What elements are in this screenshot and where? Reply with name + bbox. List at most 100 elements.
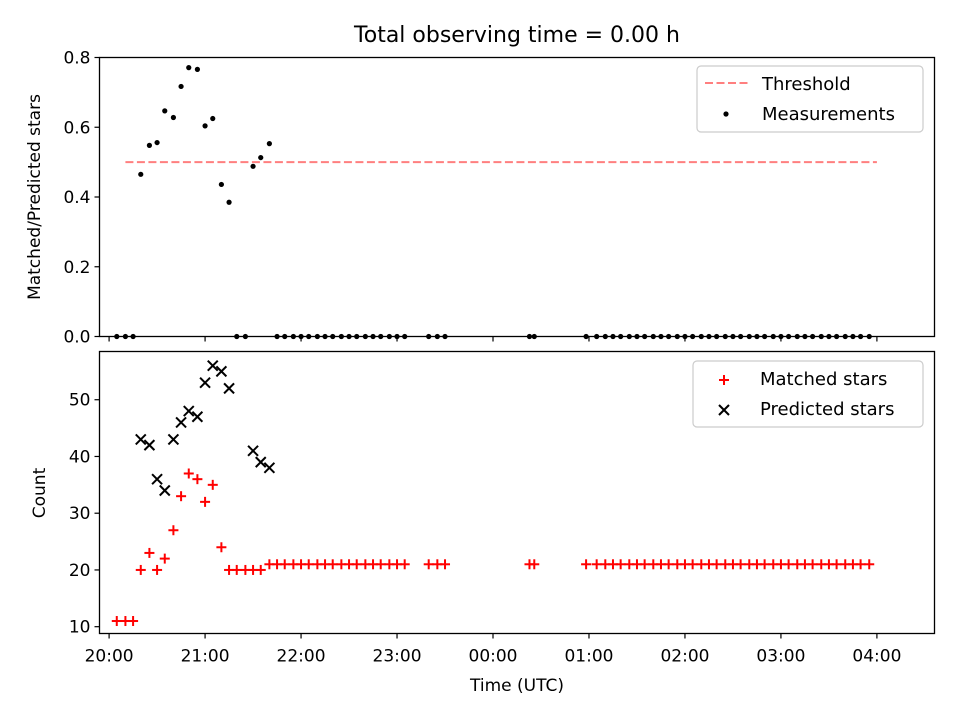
ratio-y-axis-label: Matched/Predicted stars [25,94,45,300]
matched-star-point [615,559,626,570]
count-y-tick-label: 20 [69,561,91,581]
predicted-star-point [223,382,235,395]
measurement-point [186,65,192,71]
matched-star-point [639,559,650,570]
x-tick-label: 22:00 [277,647,326,667]
legend-threshold-label: Threshold [761,74,851,95]
x-tick-label: 00:00 [469,647,518,667]
measurement-point [170,114,177,121]
x-tick-label: 20:00 [85,647,134,667]
legend-measurements-label: Measurements [762,104,895,125]
matched-star-point [663,559,674,570]
matched-star-point [128,616,139,627]
x-axis-label: Time (UTC) [469,676,564,696]
matched-star-point [375,559,386,570]
matched-star-point [111,616,122,627]
predicted-star-point [263,462,276,474]
matched-star-point [783,559,794,570]
matched-star-point [687,559,698,570]
predicted-star-point [143,439,156,451]
matched-star-point [176,491,187,502]
matched-star-point [168,525,179,536]
count-panel: 10 20 30 40 50 20:00 21:00 22:00 23:00 00:00 01:0… [30,336,936,696]
count-y-tick-label: 50 [69,391,91,411]
ratio-y-tick-label: 0.0 [63,328,90,348]
matched-star-point [831,559,842,570]
count-y-tick-label: 30 [69,504,91,524]
matched-star-point [807,559,818,570]
predicted-star-point [247,445,259,457]
legend-matched-label: Matched stars [760,369,887,390]
predicted-star-point [199,377,211,389]
matched-star-point [159,553,170,564]
ratio-legend: Threshold Measurements [696,65,924,133]
matched-star-point [591,559,602,570]
predicted-star-point [135,433,147,446]
matched-star-point [864,559,875,570]
legend-measurements-dot-icon [723,111,729,117]
matched-star-point [735,559,746,570]
measurement-point [266,141,272,147]
predicted-star-point [159,484,171,497]
matched-star-point [216,542,227,553]
matched-star-point [255,564,266,575]
measurement-point [154,139,160,146]
measurement-point [226,199,232,205]
x-tick-label: 03:00 [756,647,805,667]
predicted-star-point [167,433,180,446]
x-tick-label: 01:00 [564,647,613,667]
measurement-point [258,154,264,161]
matched-star-point [183,468,194,479]
matched-star-point [192,474,203,485]
measurement-point [162,108,168,114]
count-y-tick-label: 40 [69,447,91,467]
x-tick-label: 04:00 [852,647,901,667]
matched-star-point [399,559,410,570]
matched-star-point [135,564,146,575]
measurement-point [202,123,208,129]
matched-star-point [327,559,338,570]
matched-star-point [440,559,451,570]
matched-star-point [423,559,434,570]
matched-star-point [200,496,211,507]
predicted-star-point [207,359,219,372]
x-tick-label: 02:00 [660,647,709,667]
matched-star-point [759,559,770,570]
measurement-point [194,66,200,72]
measurement-point [138,171,144,177]
x-tick-label: 23:00 [373,647,422,667]
ratio-panel: 0.00.20.40.60.8 Matched/Predicted stars … [25,49,936,348]
count-legend: Matched stars Predicted stars [692,360,924,428]
count-y-axis-label: Count [30,467,50,518]
figure-title: Total observing time = 0.00 h [353,23,680,48]
matched-star-point [144,547,155,558]
predicted-star-point [183,405,195,417]
matched-star-point [231,564,242,575]
count-y-tick-label: 10 [69,618,91,638]
predicted-star-point [191,411,204,423]
legend-matched-plus-icon [719,375,729,385]
legend-predicted-label: Predicted stars [760,399,894,420]
measurement-point [146,142,153,148]
measurement-point [218,181,224,188]
legend-predicted-x-icon [718,404,730,416]
matched-star-point [279,559,290,570]
measurement-point [178,83,184,90]
measurement-point [210,115,216,122]
predicted-star-point [175,416,187,429]
ratio-y-tick-label: 0.6 [63,118,90,138]
ratio-y-tick-label: 0.2 [63,258,90,278]
matched-star-point [855,559,866,570]
predicted-star-point [255,456,267,468]
ratio-y-tick-label: 0.8 [63,49,90,69]
matched-star-point [303,559,314,570]
predicted-star-point [151,473,163,485]
matched-star-point [207,479,218,490]
x-tick-label: 21:00 [181,647,230,667]
matched-star-point [711,559,722,570]
matched-star-point [351,559,362,570]
matched-star-point [152,564,163,575]
count-plot-frame [98,350,936,635]
matched-star-point [529,559,540,570]
